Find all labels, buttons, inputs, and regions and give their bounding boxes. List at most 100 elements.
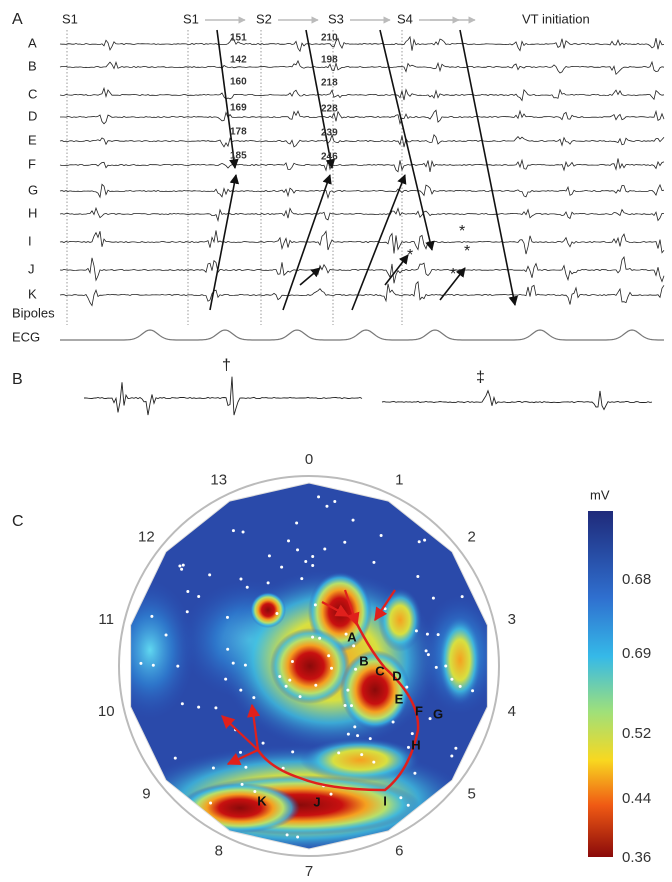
electrogram <box>381 389 653 411</box>
activation-arrow <box>351 174 407 311</box>
clock-label: 3 <box>508 611 516 628</box>
electrogram <box>59 35 665 53</box>
channel-label: E <box>28 132 37 147</box>
red-arrow <box>374 589 396 622</box>
asterisk: * <box>459 223 465 240</box>
electrode-dot <box>211 766 215 770</box>
clock-label: 10 <box>98 703 115 720</box>
panel-label: B <box>12 371 23 388</box>
electrode-dot <box>231 529 235 533</box>
electrode-dot <box>311 564 315 568</box>
electrode-dot <box>280 565 284 569</box>
stimulus-label: S2 <box>256 11 272 26</box>
electrode-dot <box>173 756 177 760</box>
electrode-dot <box>354 667 358 671</box>
red-arrow <box>221 715 259 751</box>
electrode-dot <box>209 801 213 805</box>
timing-label: 151 <box>230 33 247 44</box>
site-label: A <box>347 629 357 644</box>
electrode-dot <box>151 663 155 667</box>
electrode-dot <box>239 688 243 692</box>
activation-arrow <box>282 174 332 311</box>
electrode-dot <box>406 745 410 749</box>
electrode-dot <box>460 595 464 599</box>
channel-label: D <box>28 108 37 123</box>
electrode-dot <box>252 696 256 700</box>
electrode-dot <box>288 678 292 682</box>
colorbar-label: 0.68 <box>622 571 651 588</box>
electrode-dot <box>180 567 184 571</box>
electrode-dot <box>330 666 334 670</box>
electrode-dot <box>405 685 409 689</box>
ecg-label: ECG <box>12 329 40 344</box>
electrode-dot <box>413 771 417 775</box>
ecg-trace <box>60 329 664 341</box>
electrode-dot <box>239 577 243 581</box>
electrode-dot <box>285 833 289 837</box>
electrode-dot <box>424 649 428 653</box>
activation-path <box>256 621 420 792</box>
electrode-dot <box>379 533 383 537</box>
clock-label: 13 <box>210 471 227 488</box>
channel-label: G <box>28 182 38 197</box>
electrode-dot <box>431 596 435 600</box>
electrode-dot <box>275 612 279 616</box>
activation-arrow <box>384 254 409 286</box>
voltage-map <box>130 483 488 849</box>
electrode-dot <box>241 530 245 534</box>
voltage-region <box>438 615 482 705</box>
stimulus-label: S3 <box>328 11 344 26</box>
timing-label: 228 <box>321 104 338 115</box>
electrode-dot <box>343 703 347 707</box>
electrode-dot <box>372 760 376 764</box>
electrode-dot <box>261 741 265 745</box>
electrode-dot <box>253 790 257 794</box>
timing-label: 185 <box>230 151 247 162</box>
red-arrow <box>343 589 360 627</box>
colorbar-label: 0.69 <box>622 645 651 662</box>
electrode-dot <box>414 629 418 633</box>
electrode-dot <box>150 614 154 618</box>
electrode-dot <box>368 737 372 741</box>
electrode-dot <box>416 575 420 579</box>
electrode-dot <box>180 702 184 706</box>
colorbar-label: 0.44 <box>622 790 651 807</box>
electrode-dot <box>343 540 347 544</box>
timing-label: 178 <box>230 127 247 138</box>
electrode-dot <box>333 500 337 504</box>
electrode-dot <box>300 577 304 581</box>
voltage-region <box>378 588 422 652</box>
channel-label: F <box>28 156 36 171</box>
electrode-dot <box>244 765 248 769</box>
site-label: H <box>411 737 420 752</box>
electrogram <box>59 183 665 200</box>
electrode-dot <box>296 548 300 552</box>
electrode-dot <box>313 603 317 607</box>
site-label: C <box>375 663 385 678</box>
timing-label: 160 <box>230 77 247 88</box>
electrode-dot <box>185 610 189 614</box>
vt-label: VT initiation <box>522 11 590 26</box>
electrode-dot <box>346 732 350 736</box>
colorbar <box>588 511 613 857</box>
electrode-dot <box>225 615 229 619</box>
electrode-dot <box>311 635 315 639</box>
site-label: G <box>433 706 443 721</box>
asterisk: * <box>464 243 470 260</box>
marker-symbol: † <box>222 357 231 374</box>
clock-label: 8 <box>215 843 223 860</box>
timing-label: 239 <box>321 128 338 139</box>
timing-label: 169 <box>230 103 247 114</box>
electrode-dot <box>352 644 356 648</box>
activation-arrow <box>459 29 519 306</box>
electrode-dot <box>436 633 440 637</box>
electrode-dot <box>240 782 244 786</box>
electrode-dot <box>426 653 430 657</box>
colorbar-unit: mV <box>590 487 610 502</box>
panel-label: C <box>12 513 24 530</box>
clock-label: 11 <box>98 611 114 628</box>
channel-label: C <box>28 86 37 101</box>
channel-label: B <box>28 58 37 73</box>
site-label: I <box>383 793 387 808</box>
